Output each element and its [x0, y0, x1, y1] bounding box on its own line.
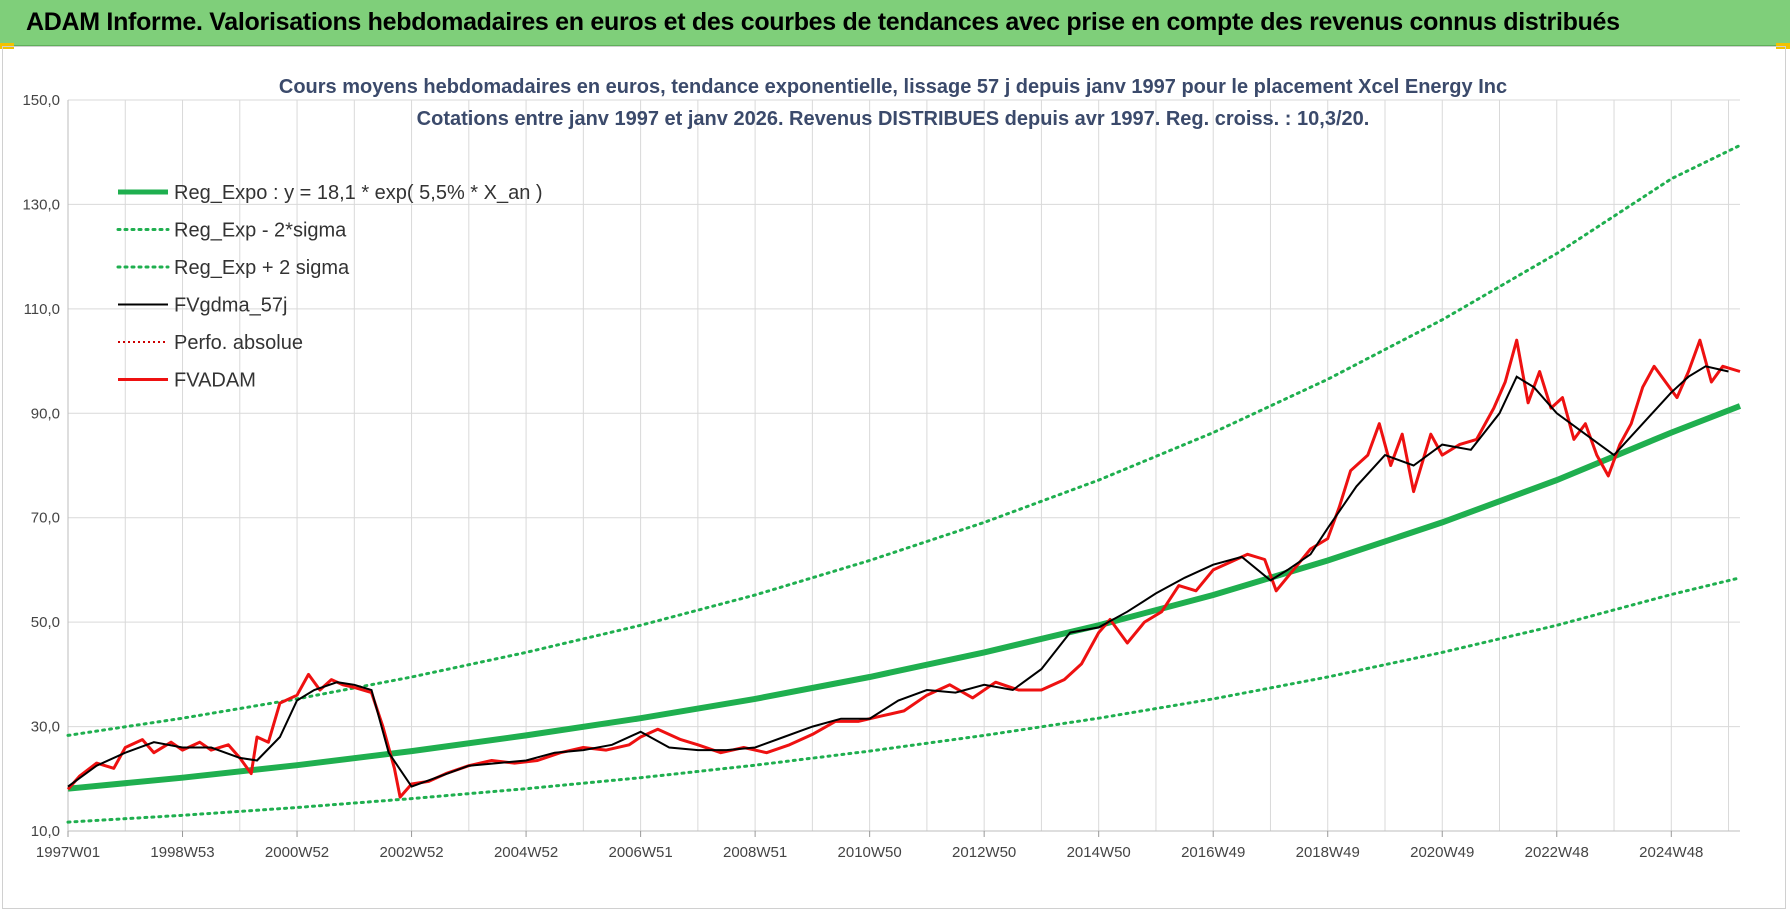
y-tick-label: 50,0 [31, 614, 60, 631]
series-line-1 [66, 576, 1742, 824]
x-tick-label: 2024W48 [1639, 844, 1703, 861]
y-tick-label: 130,0 [22, 196, 60, 213]
x-tick-label: 1997W01 [36, 844, 100, 861]
chart-title: Cours moyens hebdomadaires en euros, ten… [279, 76, 1507, 98]
x-tick-label: 2004W52 [494, 844, 558, 861]
chart-legend: Reg_Expo : y = 18,1 * exp( 5,5% * X_an )… [116, 182, 543, 392]
legend-label-0: Reg_Expo : y = 18,1 * exp( 5,5% * X_an ) [174, 182, 543, 204]
y-tick-label: 150,0 [22, 92, 60, 109]
series-line-5 [66, 338, 1741, 799]
y-tick-label: 110,0 [24, 301, 60, 318]
x-tick-label: 2020W49 [1410, 844, 1474, 861]
y-tick-label: 10,0 [31, 823, 60, 840]
legend-label-3: FVgdma_57j [174, 295, 287, 317]
x-tick-label: 2002W52 [379, 844, 443, 861]
y-tick-label: 70,0 [31, 510, 60, 527]
x-tick-label: 2006W51 [608, 844, 672, 861]
y-tick-label: 90,0 [31, 405, 60, 422]
header-banner: ADAM Informe. Valorisations hebdomadaire… [0, 0, 1790, 46]
x-tick-label: 2008W51 [723, 844, 787, 861]
legend-label-4: Perfo. absolue [174, 332, 303, 354]
x-tick-label: 2000W52 [265, 844, 329, 861]
x-tick-label: 1998W53 [150, 844, 214, 861]
legend-label-2: Reg_Exp + 2 sigma [174, 257, 350, 279]
chart-grid [67, 99, 1740, 832]
banner-title: ADAM Informe. Valorisations hebdomadaire… [26, 8, 1620, 36]
x-tick-label: 2010W50 [838, 844, 902, 861]
x-axis-ticks: 1997W01 1998W53 2000W52 2002W52 2004W52 2006W… [36, 831, 1703, 861]
chart-subtitle: Cotations entre janv 1997 et janv 2026. … [417, 108, 1370, 130]
x-tick-label: 2022W48 [1525, 844, 1589, 861]
series-line-0 [67, 403, 1742, 792]
legend-label-1: Reg_Exp - 2*sigma [174, 220, 347, 242]
x-tick-label: 2014W50 [1067, 844, 1131, 861]
x-tick-label: 2016W49 [1181, 844, 1245, 861]
x-tick-label: 2018W49 [1296, 844, 1360, 861]
legend-label-5: FVADAM [174, 370, 256, 392]
chart-series [66, 143, 1742, 824]
x-tick-label: 2012W50 [952, 844, 1016, 861]
y-axis-ticks: 10,0 30,0 50,0 70,0 90,0 110,0 130,0 150,0 [22, 92, 60, 840]
series-line-3 [67, 365, 1729, 788]
chart-frame [2, 46, 1786, 909]
y-tick-label: 30,0 [31, 719, 60, 736]
